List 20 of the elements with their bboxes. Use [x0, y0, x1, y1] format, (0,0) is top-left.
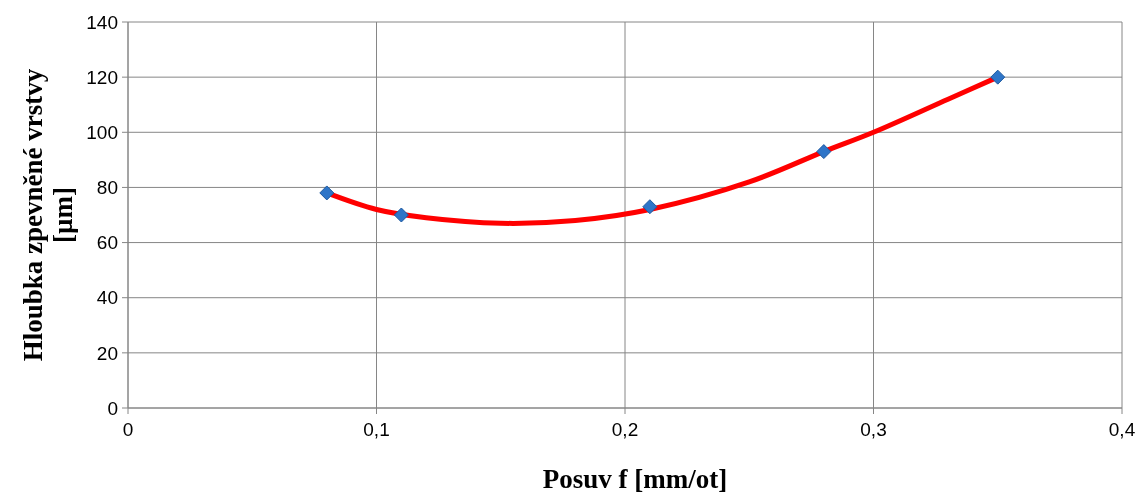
y-tick-label: 0 — [107, 397, 118, 419]
y-tick-label: 60 — [96, 232, 118, 254]
x-tick-label: 0,3 — [860, 419, 887, 440]
point — [990, 69, 1006, 85]
x-tick-label: 0,2 — [611, 419, 639, 440]
y-tick-label: 120 — [86, 66, 118, 88]
point — [319, 185, 335, 201]
point — [642, 199, 658, 215]
y-axis-title: Hloubka zpevněné vrstvy [µm] — [18, 68, 78, 362]
y-tick-label: 80 — [96, 177, 118, 199]
point — [393, 207, 409, 223]
x-tick-label: 0,4 — [1108, 419, 1136, 440]
x-tick-label: 0 — [122, 419, 134, 440]
x-axis-title: Posuv f [mm/ot] — [542, 464, 728, 494]
y-tick-label: 20 — [96, 342, 118, 364]
y-tick-label: 140 — [86, 11, 118, 33]
point — [816, 144, 832, 160]
x-tick-label: 0,1 — [363, 419, 390, 440]
y-tick-label: 100 — [86, 121, 118, 143]
y-tick-label: 40 — [96, 287, 118, 309]
